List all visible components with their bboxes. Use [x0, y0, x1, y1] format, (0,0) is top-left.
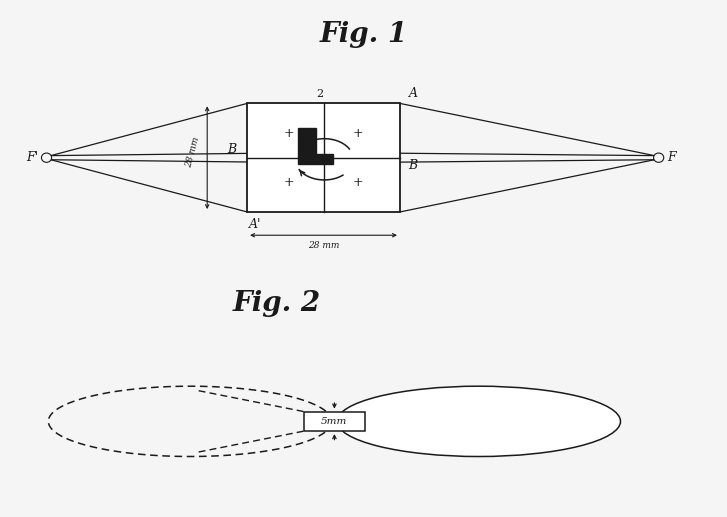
Text: 28 mm: 28 mm	[185, 136, 201, 169]
Text: +: +	[353, 127, 364, 140]
Text: A: A	[409, 87, 417, 100]
Text: +: +	[284, 176, 294, 189]
Text: 28 mm: 28 mm	[308, 241, 340, 250]
Text: Fig. 2: Fig. 2	[232, 290, 321, 316]
Bar	[304, 412, 366, 431]
Text: A': A'	[249, 218, 261, 231]
Text: B: B	[227, 143, 236, 157]
Text: +: +	[284, 127, 294, 140]
Text: Fig. 1: Fig. 1	[319, 21, 408, 48]
Bar	[247, 103, 400, 212]
Ellipse shape	[654, 153, 664, 162]
Text: +: +	[353, 176, 364, 189]
Polygon shape	[297, 128, 333, 164]
Text: B: B	[409, 159, 418, 172]
Ellipse shape	[41, 153, 52, 162]
Text: 2: 2	[316, 89, 324, 99]
Ellipse shape	[337, 386, 621, 457]
Text: F: F	[667, 151, 676, 164]
Text: F': F'	[25, 151, 38, 164]
Text: 5mm: 5mm	[321, 417, 348, 426]
